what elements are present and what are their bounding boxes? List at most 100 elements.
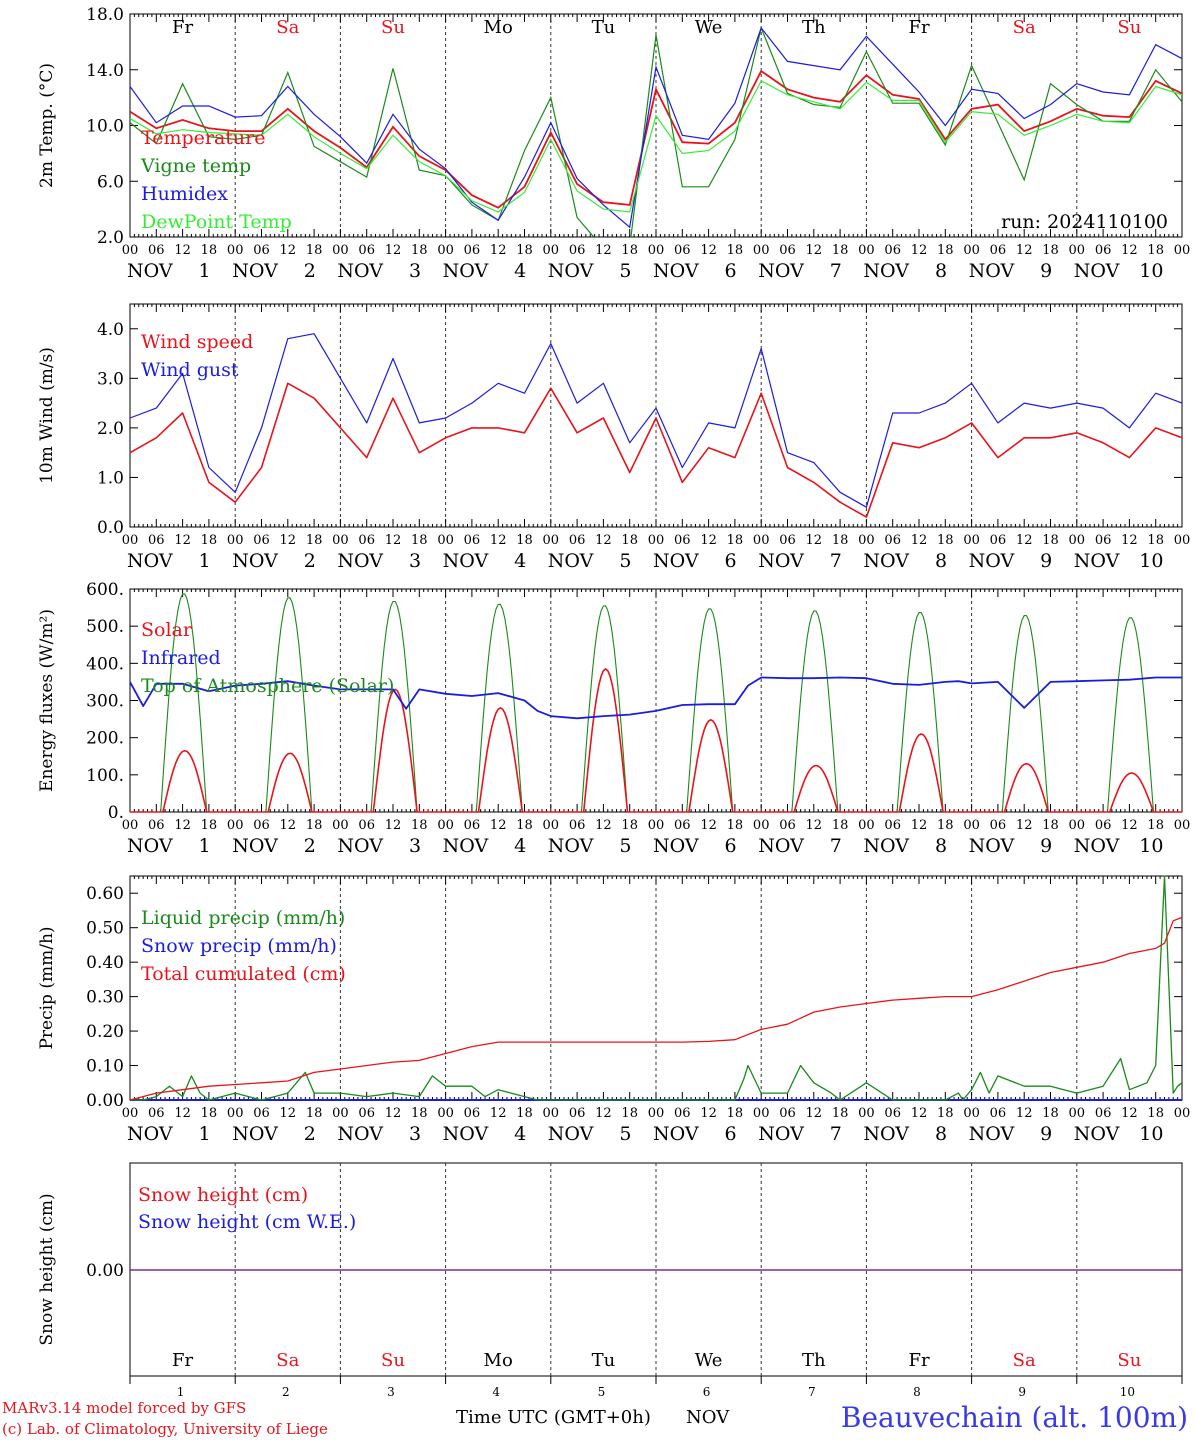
x-tick-label: 12 [385, 818, 402, 833]
x-tick-label: 12 [1016, 818, 1033, 833]
x-tick-label: 12 [806, 243, 823, 258]
x-tick-label: 06 [148, 533, 165, 548]
x-tick-label: 12 [174, 243, 191, 258]
x-tick-label: 18 [306, 243, 323, 258]
date-month-label: NOV [232, 1123, 278, 1145]
x-tick-label: 06 [358, 533, 375, 548]
day-name-label: Mo [484, 1350, 513, 1371]
legend-entry: Solar [141, 619, 193, 641]
x-tick-label: 12 [700, 533, 717, 548]
day-name-label: Tu [592, 1350, 616, 1371]
date-day-label: 1 [199, 550, 211, 572]
date-day-label: 4 [514, 550, 526, 572]
date-month-label: NOV [863, 835, 909, 857]
x-tick-label: 12 [280, 243, 297, 258]
x-tick-label: 00 [1174, 818, 1191, 833]
x-tick-label: 06 [253, 243, 270, 258]
date-month-label: NOV [443, 1123, 489, 1145]
x-tick-label: 18 [727, 533, 744, 548]
x-tick-label: 12 [911, 243, 928, 258]
date-day-label: 5 [619, 1123, 631, 1145]
x-tick-label: 06 [253, 818, 270, 833]
y-tick-label: 1.0 [97, 468, 124, 488]
panel-frame [129, 588, 1183, 813]
date-day-label: 7 [830, 835, 842, 857]
date-month-label: NOV [758, 835, 804, 857]
x-tick-label: 00 [122, 1106, 139, 1121]
y-tick-label: 0.60 [86, 884, 124, 904]
x-tick-label: 12 [595, 1106, 612, 1121]
x-tick-label: 12 [1121, 1106, 1138, 1121]
x-tick-label: 00 [1069, 243, 1086, 258]
x-tick-label: 12 [806, 818, 823, 833]
x-tick-label: 00 [648, 818, 665, 833]
x-tick-label: 12 [490, 533, 507, 548]
legend-entry: Temperature [141, 127, 265, 149]
x-tick-label: 00 [543, 243, 560, 258]
y-tick-label: 18.0 [86, 5, 124, 25]
date-month-label: NOV [443, 550, 489, 572]
x-tick-label: 18 [832, 243, 849, 258]
x-tick-label: 18 [516, 243, 533, 258]
date-day-label: 9 [1040, 550, 1052, 572]
day-name-label: We [695, 1350, 723, 1371]
x-tick-label: 12 [385, 533, 402, 548]
x-tick-label: 06 [1095, 533, 1112, 548]
date-month-label: NOV [548, 1123, 594, 1145]
date-day-label: 4 [514, 1123, 526, 1145]
x-tick-label: 00 [648, 1106, 665, 1121]
date-day-label: 3 [409, 550, 421, 572]
x-tick-label: 06 [569, 1106, 586, 1121]
y-tick-label: 6.0 [97, 172, 124, 192]
date-day-label: 10 [1139, 550, 1163, 572]
date-month-label: NOV [758, 550, 804, 572]
date-month-label: NOV [548, 835, 594, 857]
day-name-label: Fr [908, 1350, 929, 1371]
date-day-label: 7 [830, 1123, 842, 1145]
y-tick-label: 100. [86, 766, 124, 786]
day-name-label: Fr [172, 1350, 193, 1371]
date-day-label: 1 [199, 835, 211, 857]
y-tick-label: 200. [86, 729, 124, 749]
y-tick-label: 3.0 [97, 369, 124, 389]
y-tick-label: 500. [86, 617, 124, 637]
x-tick-label: 12 [595, 533, 612, 548]
x-tick-label: 12 [490, 243, 507, 258]
x-axis-month: NOV [686, 1407, 730, 1428]
credit-line-2: (c) Lab. of Climatology, University of L… [2, 1420, 328, 1438]
date-day-label: 7 [830, 260, 842, 282]
y-tick-label: 2.0 [97, 419, 124, 439]
date-day-label: 8 [935, 1123, 947, 1145]
x-tick-label: 06 [464, 533, 481, 548]
y-axis-label: Precip (mm/h) [37, 926, 57, 1049]
x-tick-label: 18 [411, 533, 428, 548]
x-tick-label: 00 [648, 243, 665, 258]
date-month-label: NOV [337, 550, 383, 572]
date-month-label: NOV [1074, 1123, 1120, 1145]
x-tick-label: 06 [464, 818, 481, 833]
x-tick-label: 18 [1042, 243, 1059, 258]
y-tick-label: 0.20 [86, 1022, 124, 1042]
x-tick-label: 12 [1016, 1106, 1033, 1121]
x-tick-label: 06 [884, 818, 901, 833]
date-day-label: 6 [725, 835, 737, 857]
x-tick-label: 12 [490, 1106, 507, 1121]
x-tick-label: 12 [174, 818, 191, 833]
x-tick-label: 00 [963, 243, 980, 258]
x-tick-label: 06 [358, 1106, 375, 1121]
date-day-label: 10 [1139, 835, 1163, 857]
x-tick-label: 00 [543, 1106, 560, 1121]
date-day-label: 5 [619, 260, 631, 282]
day-name-label: Su [1117, 1350, 1141, 1371]
day-name-label: Fr [172, 17, 193, 38]
x-tick-label: 00 [1069, 818, 1086, 833]
x-tick-label: 12 [1121, 243, 1138, 258]
date-month-label: NOV [548, 550, 594, 572]
x-tick-label: 00 [332, 1106, 349, 1121]
x-tick-label: 06 [148, 818, 165, 833]
x-tick-label: 00 [858, 243, 875, 258]
x-tick-label: 18 [411, 243, 428, 258]
date-month-label: NOV [653, 1123, 699, 1145]
x-tick-label: 00 [227, 243, 244, 258]
x-tick-label: 06 [358, 243, 375, 258]
